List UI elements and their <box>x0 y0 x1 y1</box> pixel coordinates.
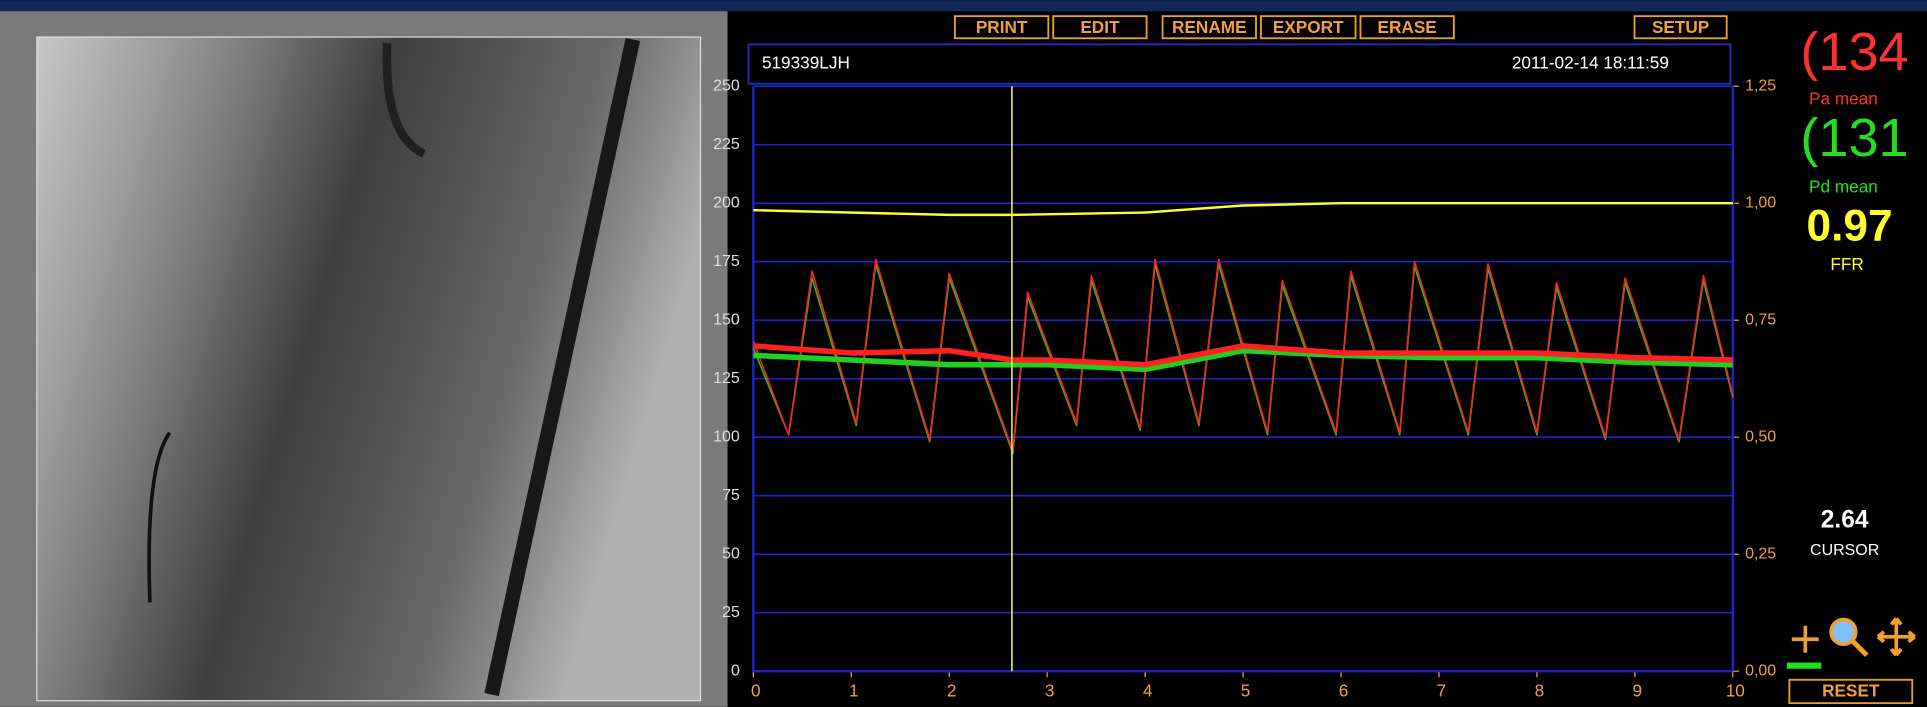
y-tick-label: 175 <box>713 253 740 270</box>
y-tick-label: 200 <box>713 194 740 211</box>
ffr-label: FFR <box>1830 254 1863 274</box>
screen: 519339LJH 2011-02-14 18:11:59 (134 Pa me… <box>0 0 1927 707</box>
cursor-label: CURSOR <box>1810 542 1879 559</box>
cursor-value: 2.64 <box>1821 507 1869 534</box>
y2-tick-label: 0,00 <box>1745 662 1776 679</box>
y-tick-label: 150 <box>713 311 740 328</box>
button-label[interactable]: RENAME <box>1172 17 1246 37</box>
button-label[interactable]: PRINT <box>976 17 1028 37</box>
page: 519339LJH 2011-02-14 18:11:59 (134 Pa me… <box>0 0 1927 707</box>
y-tick-label: 25 <box>722 604 740 621</box>
button-label[interactable]: EXPORT <box>1273 17 1344 37</box>
x-tick-label: 2 <box>947 681 957 701</box>
x-tick-label: 5 <box>1241 681 1251 701</box>
status-bar <box>1787 663 1821 669</box>
pa-readout: (134 <box>1800 22 1908 82</box>
button-label[interactable]: EDIT <box>1080 17 1120 37</box>
pd-label: Pd mean <box>1809 177 1878 197</box>
button-label[interactable]: SETUP <box>1652 17 1709 37</box>
y-tick-label: 100 <box>713 428 740 445</box>
pa-label: Pa mean <box>1809 88 1878 108</box>
x-tick-label: 4 <box>1143 681 1153 701</box>
y-tick-label: 125 <box>713 370 740 387</box>
pd-readout: (131 <box>1800 108 1908 168</box>
y-tick-label: 75 <box>722 487 740 504</box>
y2-tick-label: 1,00 <box>1745 194 1776 211</box>
datetime: 2011-02-14 18:11:59 <box>1512 53 1669 73</box>
y2-tick-label: 0,50 <box>1745 428 1776 445</box>
y2-tick-label: 1,25 <box>1745 77 1776 94</box>
x-tick-label: 9 <box>1633 681 1643 701</box>
button-label[interactable]: RESET <box>1822 681 1880 701</box>
y2-tick-label: 0,75 <box>1745 311 1776 328</box>
y-tick-label: 50 <box>722 545 740 562</box>
button-label[interactable]: ERASE <box>1378 17 1437 37</box>
x-tick-label: 6 <box>1339 681 1349 701</box>
x-tick-label: 10 <box>1726 681 1745 701</box>
x-tick-label: 8 <box>1535 681 1545 701</box>
patient-id: 519339LJH <box>762 53 850 73</box>
angiogram <box>37 37 701 701</box>
x-tick-label: 1 <box>849 681 859 701</box>
y2-tick-label: 0,25 <box>1745 545 1776 562</box>
x-tick-label: 0 <box>751 681 761 701</box>
ffr-readout: 0.97 <box>1807 201 1893 250</box>
y-tick-label: 250 <box>713 77 740 94</box>
y-tick-label: 0 <box>731 662 740 679</box>
top-bar <box>0 0 1927 11</box>
x-tick-label: 3 <box>1045 681 1055 701</box>
y-tick-label: 225 <box>713 136 740 153</box>
x-tick-label: 7 <box>1437 681 1447 701</box>
